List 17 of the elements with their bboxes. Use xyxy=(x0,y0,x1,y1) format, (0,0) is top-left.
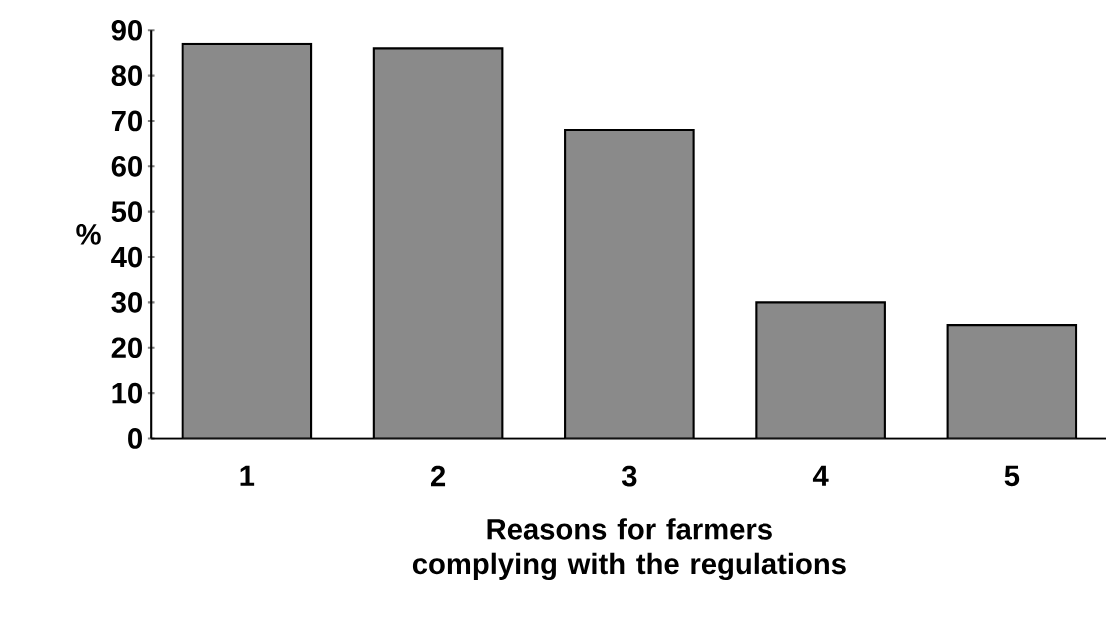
x-tick-label: 5 xyxy=(1004,465,1020,487)
y-tick-label: 90 xyxy=(111,19,142,41)
y-tick-label: 10 xyxy=(112,382,142,404)
y-tick-label: 40 xyxy=(111,246,142,268)
x-axis-title: Reasons for farmers complying with the regulations xyxy=(412,518,846,581)
y-tick-label: 60 xyxy=(111,156,142,177)
y-tick-label: 70 xyxy=(111,110,142,132)
y-tick-label: 50 xyxy=(111,201,142,223)
x-tick-label: 1 xyxy=(240,465,255,486)
y-tick-label: 80 xyxy=(111,65,142,86)
y-tick-label: 30 xyxy=(111,292,142,313)
x-tick-label: 2 xyxy=(430,465,446,487)
x-tick-label: 3 xyxy=(621,465,637,487)
y-axis-title: % xyxy=(76,224,101,245)
x-tick-label: 4 xyxy=(812,465,829,486)
y-tick-label: 20 xyxy=(111,337,142,359)
y-tick-label: 0 xyxy=(128,428,142,449)
